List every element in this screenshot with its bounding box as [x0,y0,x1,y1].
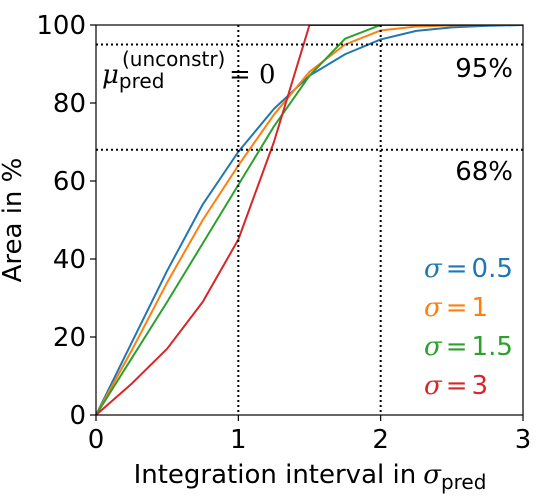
y-tick-label-5: 100 [36,11,86,41]
y-tick-label-2: 40 [53,245,86,275]
x-tick-label-1: 1 [230,425,247,455]
equation-subscript: pred [119,69,164,93]
x-axis-label-symbol: σ [423,460,442,490]
annotation-68: 68% [455,157,513,187]
legend-entry-0: σ = 0.5 [424,254,513,284]
series-line-2 [96,25,523,415]
legend-value-2: 1.5 [472,332,513,362]
legend-equals-3: = [446,371,468,401]
annotation-95: 95% [455,54,513,84]
equation-symbol: μ [102,60,119,90]
legend-equals-2: = [446,332,468,362]
x-axis-label-subscript: pred [441,470,486,494]
legend-equals-1: = [446,293,468,323]
plot-frame [95,24,524,416]
legend-symbol-2: σ [424,332,443,362]
plot-area: 0 1 2 3 0 20 40 60 80 100 [36,11,531,455]
y-tick-label-0: 0 [69,401,86,431]
legend-value-3: 3 [472,371,489,401]
legend-entry-1: σ = 1 [424,293,488,323]
x-tick-label-0: 0 [88,425,105,455]
series-line-3 [96,25,523,415]
x-axis-label-text: Integration interval in [134,460,417,490]
equation-rhs: = 0 [229,60,276,90]
x-axis-label: Integration interval in σpred [134,460,487,494]
y-tick-label-4: 80 [53,89,86,119]
equation-annotation: μpred = 0 [102,60,276,93]
legend-entry-2: σ = 1.5 [424,332,513,362]
legend-symbol-0: σ [424,254,443,284]
x-tick-label-2: 2 [372,425,389,455]
legend: σ = 0.5σ = 1σ = 1.5σ = 3 [424,254,513,401]
y-tick-label-1: 20 [53,323,86,353]
equation-superscript: (unconstr) [122,47,225,71]
y-tick-label-3: 60 [53,167,86,197]
legend-value-1: 1 [472,293,489,323]
legend-equals-0: = [446,254,468,284]
x-tick-label-3: 3 [515,425,532,455]
legend-symbol-1: σ [424,293,443,323]
legend-symbol-3: σ [424,371,443,401]
y-axis-label: Area in % [0,158,28,283]
legend-value-0: 0.5 [472,254,513,284]
legend-entry-3: σ = 3 [424,371,488,401]
